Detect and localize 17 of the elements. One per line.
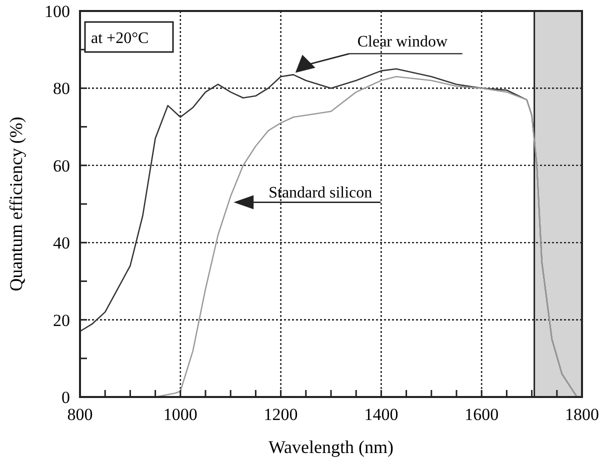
y-tick-label: 0 xyxy=(62,388,70,407)
x-tick-label: 1600 xyxy=(464,405,499,424)
x-tick-label: 1400 xyxy=(364,405,398,424)
x-tick-label: 1000 xyxy=(163,405,198,424)
series-label: Standard silicon xyxy=(268,184,372,202)
y-tick-label: 60 xyxy=(53,156,70,176)
y-tick-label: 100 xyxy=(44,2,70,21)
y-tick-label: 20 xyxy=(53,310,70,330)
series-label: Clear window xyxy=(357,34,448,51)
x-axis-title: Wavelength (nm) xyxy=(268,437,394,457)
y-tick-label: 80 xyxy=(53,79,70,98)
x-tick-label: 1800 xyxy=(565,405,599,424)
y-axis-title: Quantum efficiency (%) xyxy=(6,116,26,292)
x-tick-label: 800 xyxy=(67,405,93,424)
x-tick-label: 1200 xyxy=(264,405,298,424)
y-tick-label: 40 xyxy=(53,234,70,253)
annotation: at +20°C xyxy=(91,30,149,47)
